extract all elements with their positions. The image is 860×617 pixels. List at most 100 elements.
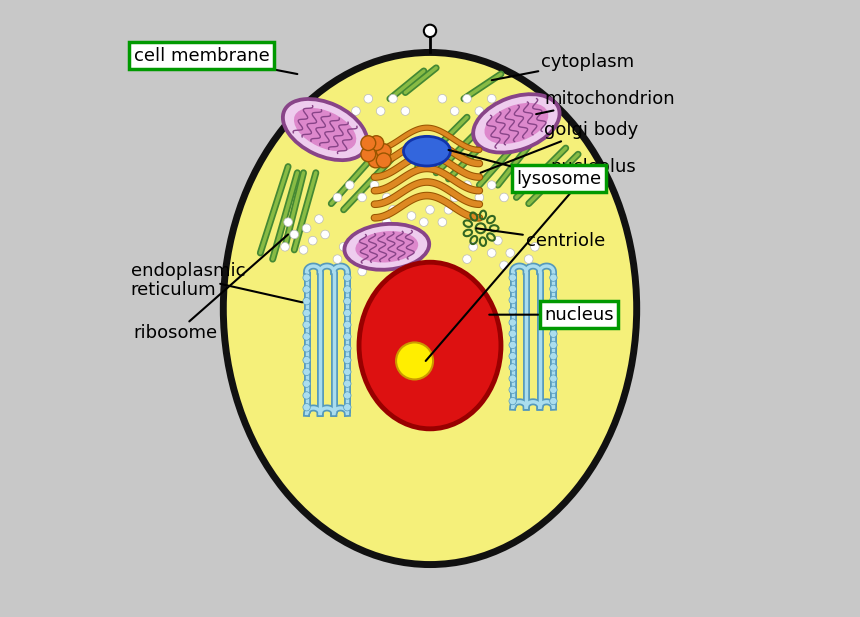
Circle shape xyxy=(463,181,471,189)
Circle shape xyxy=(344,274,351,281)
Text: ribosome: ribosome xyxy=(134,234,288,342)
Ellipse shape xyxy=(224,52,636,565)
Circle shape xyxy=(344,333,351,340)
Circle shape xyxy=(358,193,366,202)
Circle shape xyxy=(340,242,348,251)
Circle shape xyxy=(333,255,341,263)
Circle shape xyxy=(303,392,310,399)
Circle shape xyxy=(344,286,351,293)
Circle shape xyxy=(488,181,496,189)
Circle shape xyxy=(303,286,310,293)
Circle shape xyxy=(525,255,533,263)
Circle shape xyxy=(358,267,366,276)
Circle shape xyxy=(509,274,516,281)
Circle shape xyxy=(303,297,310,305)
Ellipse shape xyxy=(294,108,356,151)
Circle shape xyxy=(344,345,351,352)
Ellipse shape xyxy=(474,94,559,152)
Circle shape xyxy=(361,147,376,162)
Circle shape xyxy=(509,386,516,394)
Circle shape xyxy=(509,352,516,360)
Circle shape xyxy=(438,94,446,103)
Circle shape xyxy=(550,375,557,383)
Circle shape xyxy=(550,386,557,394)
Ellipse shape xyxy=(484,103,549,144)
Circle shape xyxy=(550,274,557,281)
Ellipse shape xyxy=(359,262,501,429)
Circle shape xyxy=(509,285,516,292)
Circle shape xyxy=(424,25,436,37)
Text: cytoplasm: cytoplasm xyxy=(492,52,634,80)
Circle shape xyxy=(303,357,310,364)
Ellipse shape xyxy=(342,222,431,271)
Circle shape xyxy=(445,205,453,214)
Circle shape xyxy=(475,193,483,202)
Circle shape xyxy=(364,255,372,263)
Text: cell membrane: cell membrane xyxy=(134,46,298,74)
Circle shape xyxy=(344,357,351,364)
Circle shape xyxy=(370,181,378,189)
Circle shape xyxy=(383,218,391,226)
Circle shape xyxy=(550,363,557,371)
Circle shape xyxy=(303,345,310,352)
Text: nucleolus: nucleolus xyxy=(426,157,636,361)
Circle shape xyxy=(303,333,310,340)
Circle shape xyxy=(303,368,310,376)
Circle shape xyxy=(361,136,376,151)
Circle shape xyxy=(509,308,516,315)
Circle shape xyxy=(303,404,310,411)
Circle shape xyxy=(383,193,391,202)
Circle shape xyxy=(451,107,459,115)
Ellipse shape xyxy=(471,93,562,154)
Circle shape xyxy=(344,368,351,376)
Circle shape xyxy=(426,205,434,214)
Circle shape xyxy=(509,363,516,371)
Circle shape xyxy=(303,274,310,281)
Circle shape xyxy=(550,330,557,337)
Circle shape xyxy=(389,205,397,214)
Circle shape xyxy=(451,193,459,202)
Circle shape xyxy=(509,330,516,337)
Circle shape xyxy=(550,341,557,349)
Circle shape xyxy=(550,285,557,292)
Circle shape xyxy=(438,218,446,226)
Circle shape xyxy=(321,230,329,239)
Circle shape xyxy=(303,309,310,317)
Ellipse shape xyxy=(403,136,451,166)
Ellipse shape xyxy=(284,99,367,160)
Circle shape xyxy=(420,218,428,226)
Text: mitochondrion: mitochondrion xyxy=(536,89,675,114)
Circle shape xyxy=(309,236,317,245)
Circle shape xyxy=(463,255,471,263)
Circle shape xyxy=(494,236,502,245)
Circle shape xyxy=(396,342,433,379)
Circle shape xyxy=(284,218,292,226)
Circle shape xyxy=(377,107,385,115)
Circle shape xyxy=(303,321,310,328)
Circle shape xyxy=(469,242,477,251)
Text: nucleus: nucleus xyxy=(489,305,614,324)
Circle shape xyxy=(531,242,539,251)
Circle shape xyxy=(333,193,341,202)
Circle shape xyxy=(346,181,354,189)
Circle shape xyxy=(488,249,496,257)
Circle shape xyxy=(509,319,516,326)
Circle shape xyxy=(506,249,514,257)
Circle shape xyxy=(290,230,298,239)
Circle shape xyxy=(344,309,351,317)
Circle shape xyxy=(377,153,391,168)
Text: golgi body: golgi body xyxy=(481,120,638,173)
Circle shape xyxy=(344,380,351,387)
Ellipse shape xyxy=(355,231,418,262)
Circle shape xyxy=(509,341,516,349)
Circle shape xyxy=(550,352,557,360)
Circle shape xyxy=(315,215,323,223)
Circle shape xyxy=(475,107,483,115)
Ellipse shape xyxy=(281,97,369,162)
Text: reticulum: reticulum xyxy=(131,281,217,299)
Circle shape xyxy=(550,397,557,405)
Text: centriole: centriole xyxy=(476,228,605,250)
Circle shape xyxy=(352,107,360,115)
Circle shape xyxy=(368,153,383,168)
Circle shape xyxy=(302,224,311,233)
